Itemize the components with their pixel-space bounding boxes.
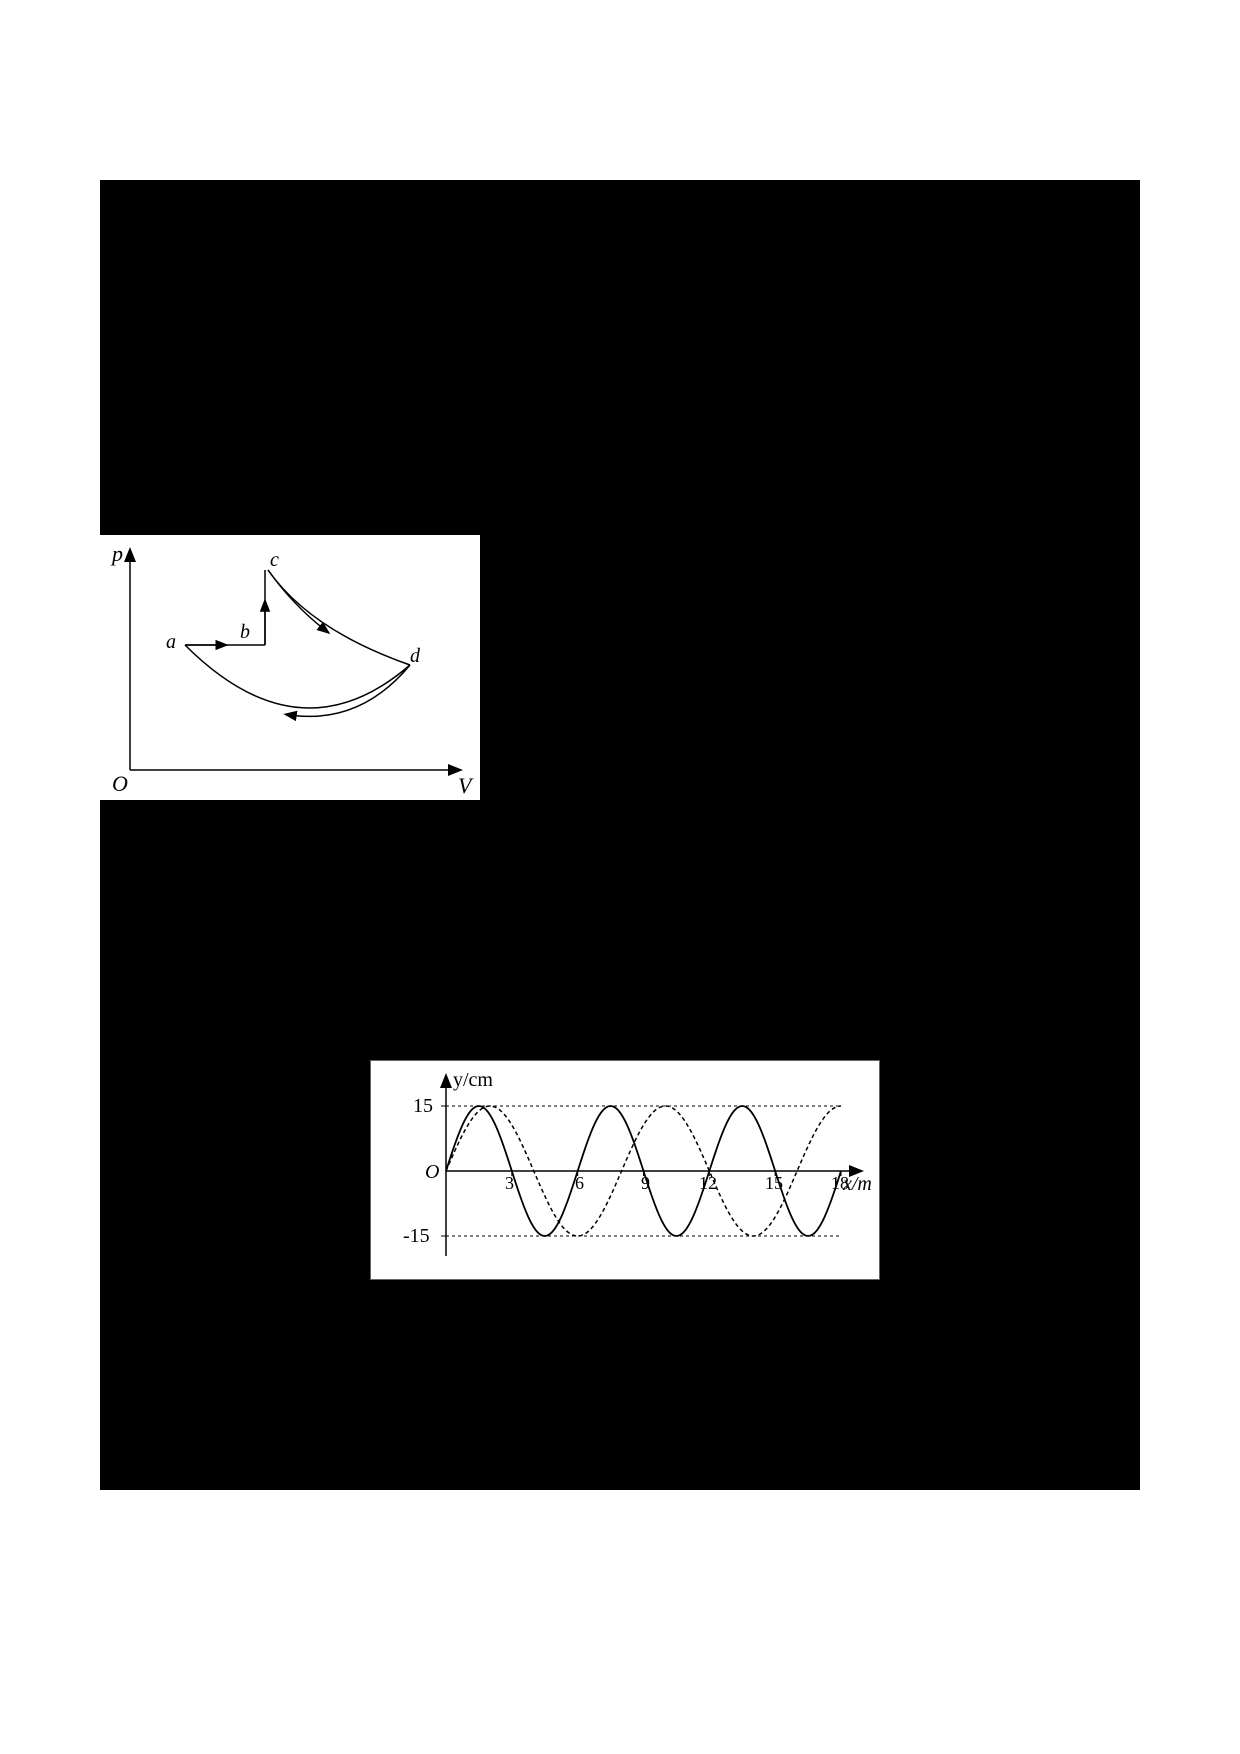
wave-xtick-15: 15 xyxy=(765,1173,783,1194)
pv-y-axis-label: p xyxy=(112,541,123,567)
wave-diagram-svg xyxy=(371,1061,881,1281)
wave-diagram: O y/cm x/m 15 -15 3 6 9 12 15 18 xyxy=(370,1060,880,1280)
pv-origin-label: O xyxy=(112,771,128,797)
wave-xtick-9: 9 xyxy=(641,1173,650,1194)
black-background xyxy=(100,180,1140,1490)
wave-xtick-6: 6 xyxy=(575,1173,584,1194)
pv-x-axis-label: V xyxy=(458,773,471,799)
wave-ytick-pos: 15 xyxy=(413,1095,433,1118)
wave-y-axis-label: y/cm xyxy=(453,1069,493,1092)
pv-diagram: O V p a b c d xyxy=(100,535,480,800)
wave-xtick-18: 18 xyxy=(831,1173,849,1194)
pv-node-b-label: b xyxy=(240,621,250,644)
wave-xtick-3: 3 xyxy=(505,1173,514,1194)
wave-xtick-12: 12 xyxy=(699,1173,717,1194)
wave-origin-label: O xyxy=(425,1161,439,1184)
pv-node-a-label: a xyxy=(166,631,176,654)
pv-node-d-label: d xyxy=(410,645,420,668)
pv-diagram-svg xyxy=(100,535,480,800)
pv-node-c-label: c xyxy=(270,549,279,572)
wave-ytick-neg: -15 xyxy=(403,1225,430,1248)
